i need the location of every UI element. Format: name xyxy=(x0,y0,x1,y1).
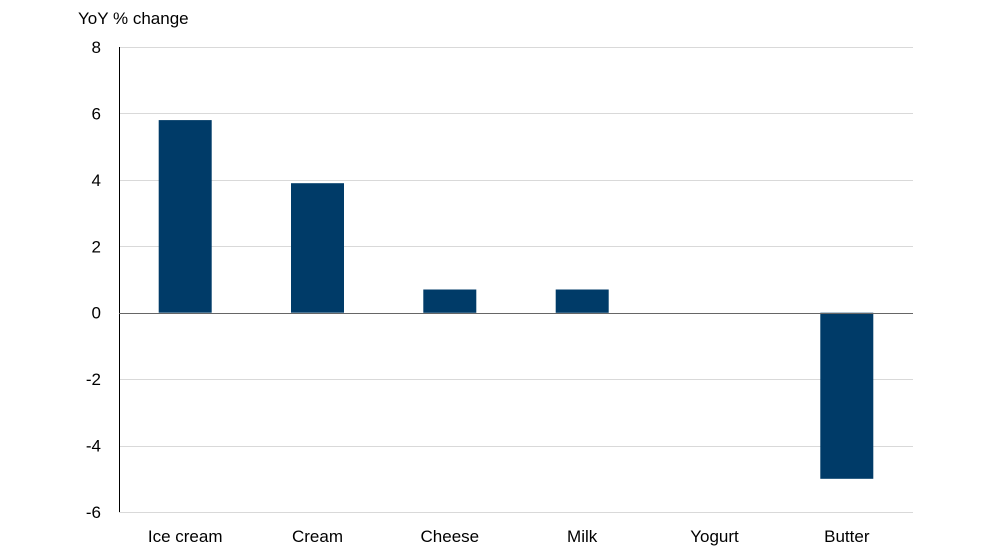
bars xyxy=(158,120,874,479)
bar-cheese xyxy=(423,289,477,313)
x-tick-label: Cheese xyxy=(421,527,480,546)
x-tick-label: Ice cream xyxy=(148,527,223,546)
x-tick-label: Butter xyxy=(824,527,870,546)
bar-milk xyxy=(555,289,609,313)
y-tick-label: 4 xyxy=(92,171,101,190)
y-tick-label: -6 xyxy=(86,503,101,522)
x-tick-labels: Ice cream Cream Cheese Milk Yogurt Butter xyxy=(148,527,870,546)
y-tick-label: -4 xyxy=(86,437,101,456)
y-tick-label: 0 xyxy=(92,304,101,323)
x-tick-label: Cream xyxy=(292,527,343,546)
y-tick-label: -2 xyxy=(86,370,101,389)
gridlines xyxy=(119,47,913,513)
bar-cream xyxy=(291,183,344,313)
y-tick-labels: 8 6 4 2 0 -2 -4 -6 xyxy=(86,38,101,522)
bar-butter xyxy=(820,312,874,479)
x-tick-label: Milk xyxy=(567,527,598,546)
bar-ice-cream xyxy=(158,120,212,313)
y-axis-label: YoY % change xyxy=(78,9,189,28)
axes xyxy=(119,47,913,512)
x-tick-label: Yogurt xyxy=(690,527,739,546)
y-tick-label: 6 xyxy=(92,104,101,123)
y-tick-label: 8 xyxy=(92,38,101,57)
y-tick-label: 2 xyxy=(92,237,101,256)
